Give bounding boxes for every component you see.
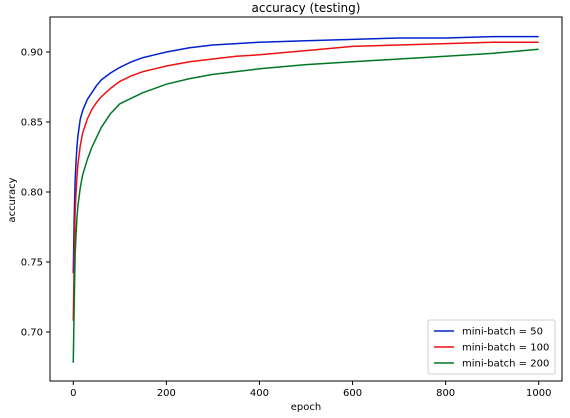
legend-label-1: mini-batch = 50 xyxy=(462,327,543,338)
x-tick-label: 800 xyxy=(436,388,455,399)
y-tick-label: 0.75 xyxy=(21,258,43,269)
x-tick-label: 600 xyxy=(343,388,362,399)
y-tick-label: 0.90 xyxy=(21,48,43,59)
y-axis-label: accuracy xyxy=(7,177,18,222)
y-tick-label: 0.85 xyxy=(21,118,43,129)
x-tick-label: 400 xyxy=(250,388,269,399)
chart-title: accuracy (testing) xyxy=(252,1,361,15)
x-tick-label: 1000 xyxy=(526,388,551,399)
x-tick-label: 200 xyxy=(157,388,176,399)
legend: mini-batch = 50 mini-batch = 100 mini-batc… xyxy=(427,319,556,375)
x-tick-label: 0 xyxy=(70,388,76,399)
legend-label-3: mini-batch = 200 xyxy=(462,359,549,370)
y-tick-label: 0.80 xyxy=(21,188,43,199)
series-line-2 xyxy=(72,41,539,321)
y-tick-label: 0.70 xyxy=(21,328,43,339)
plot-area: 0 200 400 600 800 1000 0.70 0.75 0.80 0.85 0.90 xyxy=(21,16,563,399)
legend-label-2: mini-batch = 100 xyxy=(462,343,549,354)
series-line-3 xyxy=(72,48,539,363)
axes-frame xyxy=(49,16,563,382)
series-line-1 xyxy=(72,35,539,274)
x-axis-label: epoch xyxy=(291,402,321,413)
legend-box xyxy=(427,319,556,375)
